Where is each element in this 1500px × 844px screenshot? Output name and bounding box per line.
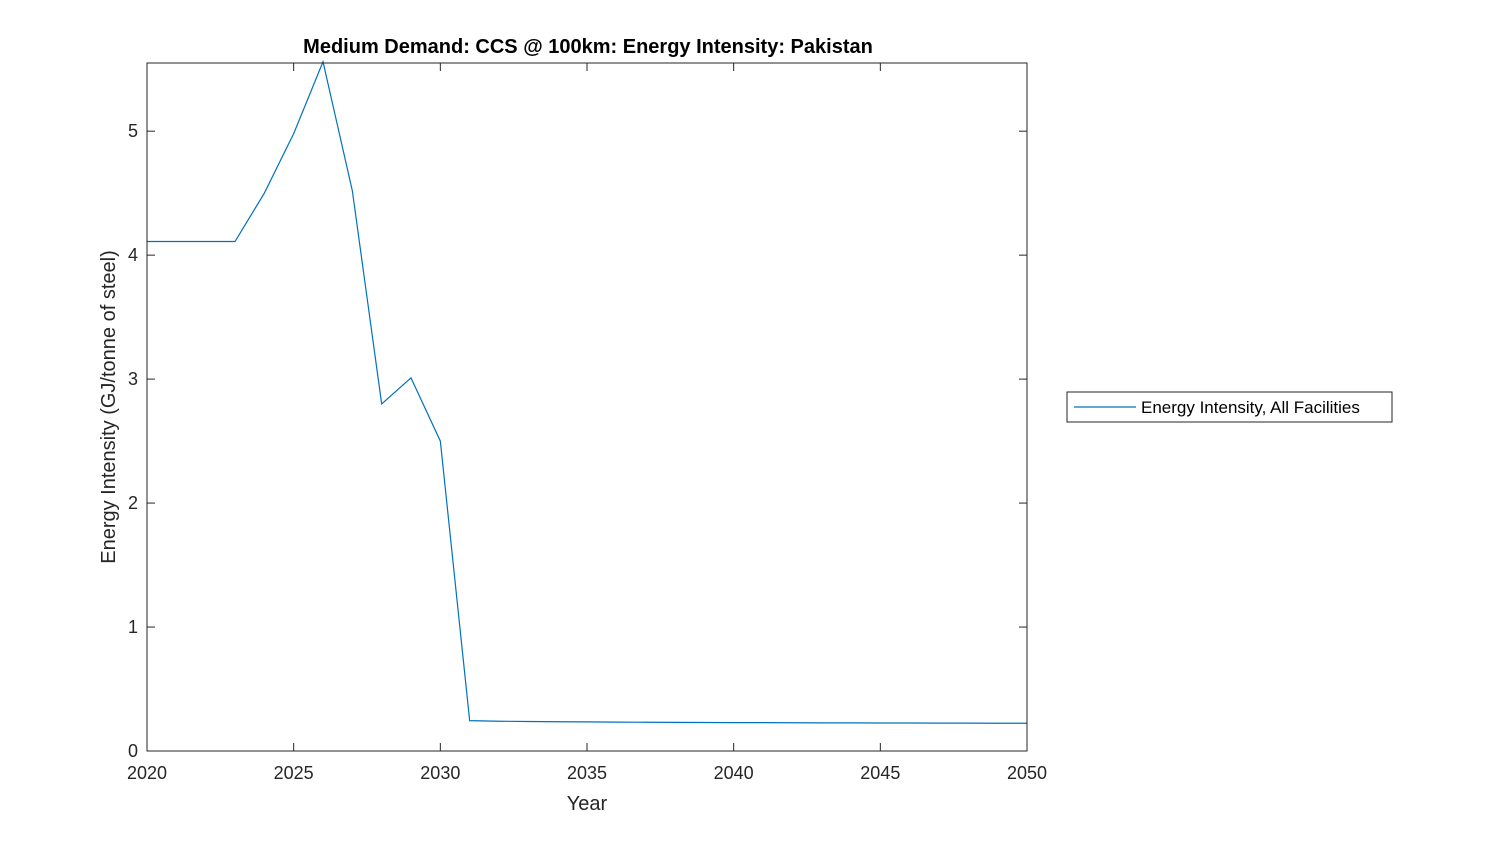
- y-tick-label: 5: [128, 121, 138, 141]
- legend: Energy Intensity, All Facilities: [1066, 391, 1393, 423]
- y-tick-label: 0: [128, 741, 138, 761]
- y-tick-label: 2: [128, 493, 138, 513]
- y-axis-label: Energy Intensity (GJ/tonne of steel): [98, 250, 120, 564]
- y-tick-label: 3: [128, 369, 138, 389]
- x-tick-label: 2030: [420, 763, 460, 783]
- legend-box: [1066, 391, 1393, 423]
- x-axis-label: Year: [567, 793, 608, 815]
- chart-title: Medium Demand: CCS @ 100km: Energy Inten…: [303, 36, 873, 58]
- x-tick-label: 2020: [127, 763, 167, 783]
- x-tick-label: 2025: [274, 763, 314, 783]
- plot-background: [147, 63, 1027, 751]
- y-tick-label: 1: [128, 617, 138, 637]
- x-tick-label: 2035: [567, 763, 607, 783]
- plot-area: [147, 63, 1027, 751]
- x-tick-label: 2045: [860, 763, 900, 783]
- axes-box: [146, 62, 1028, 752]
- series-line: [147, 59, 1027, 724]
- legend-label: Energy Intensity, All Facilities: [1141, 398, 1360, 417]
- y-tick-label: 4: [128, 245, 138, 265]
- x-tick-label: 2050: [1007, 763, 1047, 783]
- x-tick-label: 2040: [714, 763, 754, 783]
